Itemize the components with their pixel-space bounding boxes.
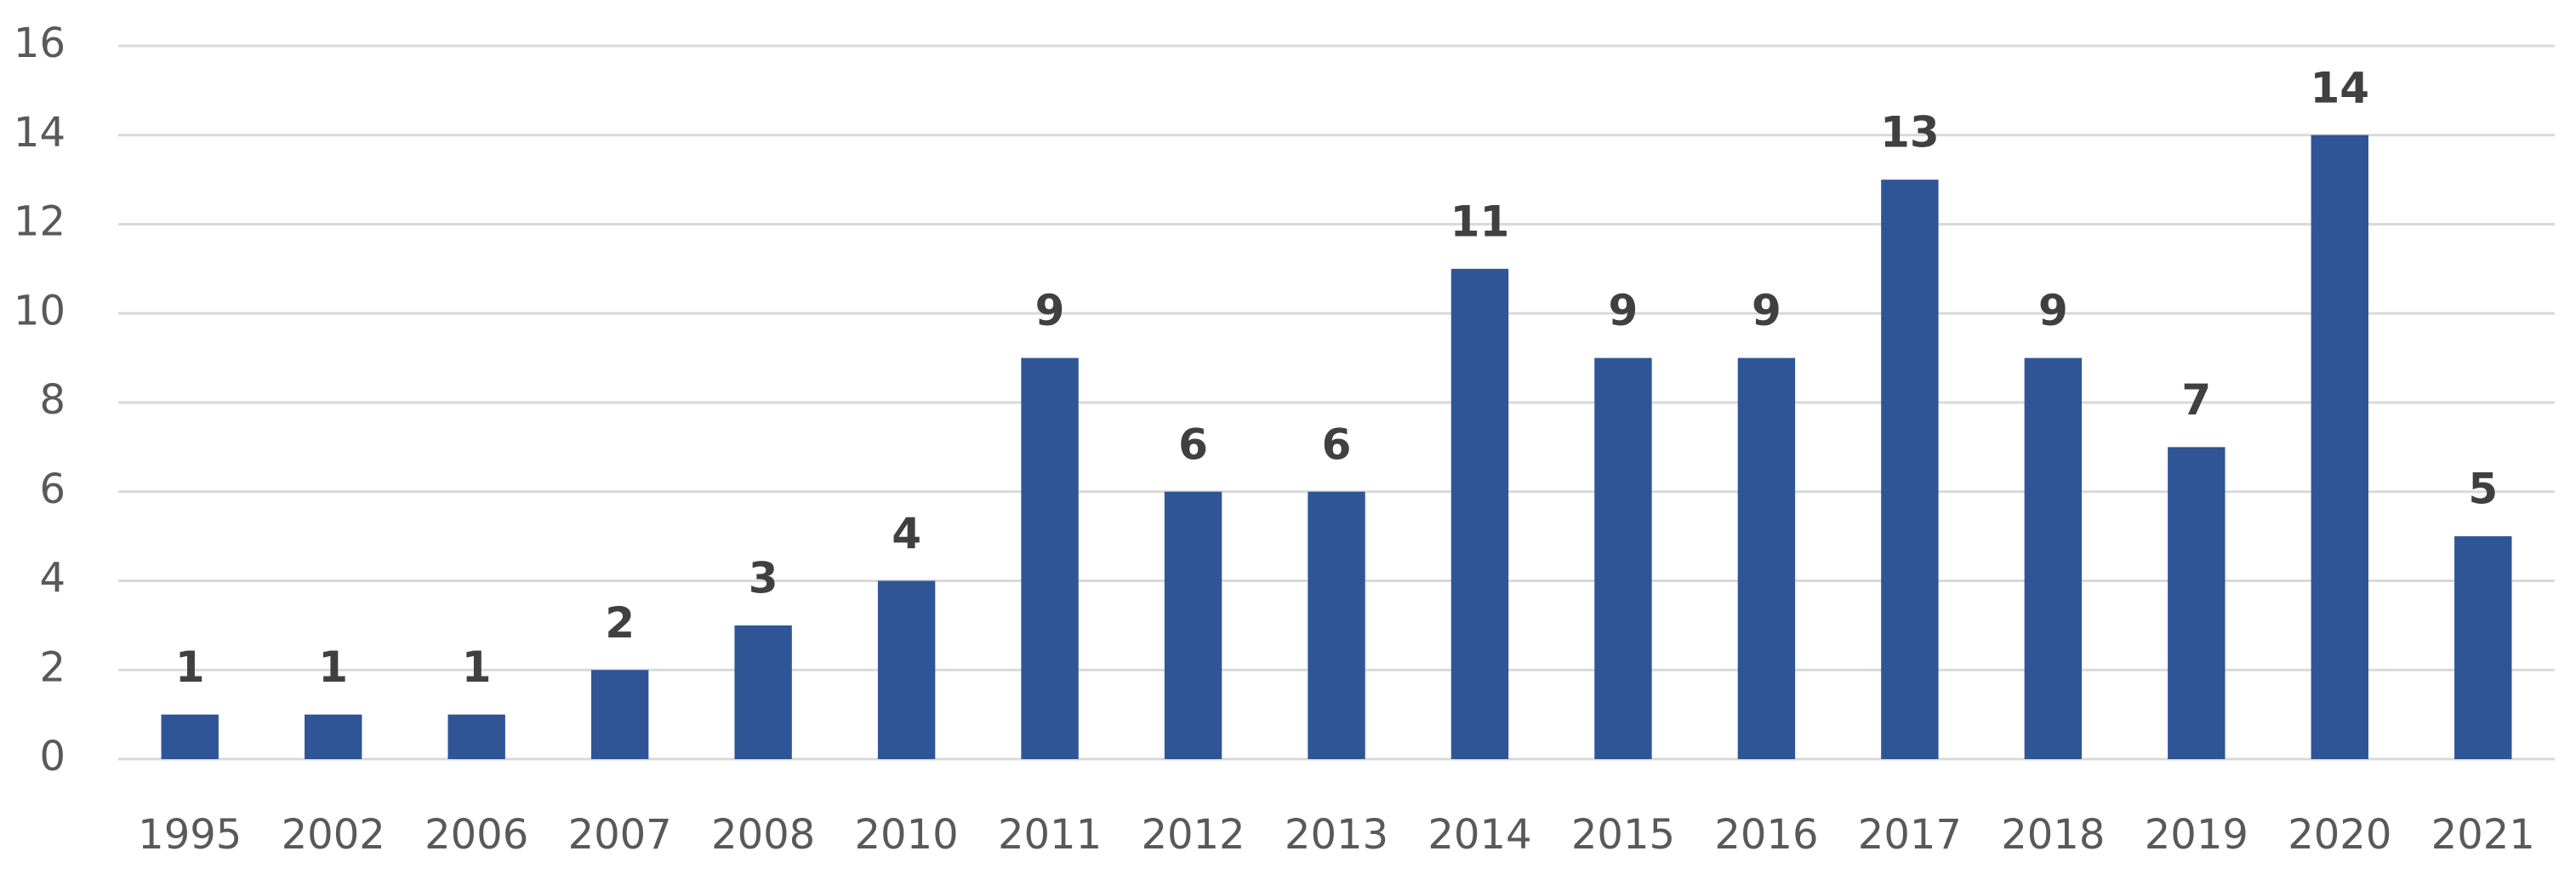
x-tick-label: 2019	[2145, 811, 2248, 859]
data-label: 1	[318, 643, 348, 692]
data-label: 6	[1322, 420, 1352, 469]
x-tick-label: 2015	[1571, 811, 1675, 859]
x-tick-label: 2013	[1285, 811, 1388, 859]
bar	[2454, 536, 2512, 759]
x-tick-label: 2010	[855, 811, 959, 859]
data-label: 6	[1178, 420, 1208, 469]
bar	[590, 670, 649, 759]
x-tick-label: 2020	[2288, 811, 2391, 859]
x-tick-label: 2007	[568, 811, 672, 859]
bar	[1021, 357, 1079, 759]
x-tick-label: 2008	[711, 811, 815, 859]
x-tick-label: 2006	[425, 811, 528, 859]
data-label: 5	[2468, 465, 2498, 514]
data-label: 1	[462, 643, 492, 692]
x-tick-label: 1995	[138, 811, 242, 859]
y-tick-label: 10	[14, 287, 66, 334]
bar	[1737, 357, 1796, 759]
bar	[447, 714, 505, 759]
y-tick-label: 16	[14, 20, 66, 67]
y-tick-label: 8	[39, 376, 66, 424]
x-tick-label: 2011	[998, 811, 1102, 859]
bar	[1308, 491, 1365, 759]
y-tick-label: 4	[39, 555, 66, 603]
data-label: 9	[1609, 286, 1638, 335]
bar	[1450, 268, 1509, 759]
x-tick-label: 2018	[2001, 811, 2105, 859]
bar	[877, 580, 936, 759]
bar	[734, 625, 792, 759]
y-tick-label: 14	[14, 109, 66, 157]
data-label: 9	[1752, 286, 1781, 335]
data-label: 13	[1880, 108, 1940, 157]
bar	[305, 714, 362, 759]
x-tick-label: 2002	[282, 811, 385, 859]
bar	[161, 714, 219, 759]
data-label: 9	[1035, 286, 1065, 335]
y-tick-label: 6	[39, 466, 66, 513]
y-tick-label: 0	[39, 733, 66, 780]
bar	[1164, 491, 1222, 759]
x-tick-label: 2014	[1428, 811, 1531, 859]
x-tick-label: 2021	[2431, 811, 2535, 859]
data-label: 1	[175, 643, 205, 692]
data-label: 7	[2181, 375, 2211, 425]
data-label: 11	[1450, 197, 1510, 246]
bar	[2168, 447, 2226, 759]
data-label: 9	[2038, 286, 2068, 335]
data-label: 4	[892, 509, 921, 558]
y-tick-label: 12	[14, 198, 66, 246]
x-tick-label: 2017	[1858, 811, 1962, 859]
bar	[1594, 357, 1652, 759]
bar	[2311, 134, 2368, 759]
bar	[1881, 180, 1939, 759]
y-tick-label: 2	[39, 643, 66, 691]
data-label: 2	[605, 598, 635, 648]
data-label: 3	[749, 553, 778, 603]
x-tick-label: 2012	[1141, 811, 1245, 859]
data-label: 14	[2310, 63, 2369, 112]
x-tick-label: 2016	[1714, 811, 1818, 859]
bar	[2024, 357, 2083, 759]
